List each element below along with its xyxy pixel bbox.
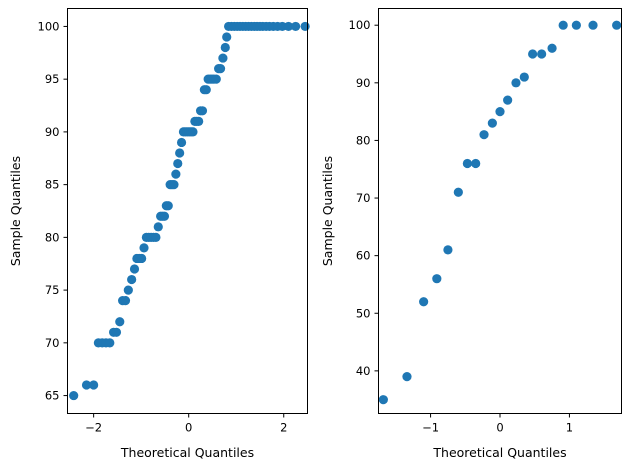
left-data-point-78 [283,21,294,32]
left-data-point-32 [169,180,179,190]
right-y-tick-label: 90 [356,76,371,90]
left-data-point-29 [163,201,173,211]
left-data-point-47 [197,106,208,116]
left-x-axis-label: Theoretical Quantiles [120,445,254,460]
left-data-point-80 [300,21,310,32]
left-data-point-36 [176,137,187,148]
left-data-point-45 [194,116,204,126]
right-y-tick-label: 40 [356,364,371,378]
left-data-point-56 [215,64,226,74]
right-data-point-20 [612,20,622,30]
left-data-point-54 [211,74,221,84]
left-data-point-42 [188,127,198,137]
left-data-point-35 [175,148,185,158]
right-qq-plot: −1 0 1 40 50 60 70 80 90 100 Theoretical Quantil… [320,8,622,460]
right-y-tick-label: 70 [356,191,371,205]
left-y-tick-label: 85 [45,178,60,192]
right-x-tick-label: 1 [566,421,573,435]
left-data-point-18 [139,243,149,253]
left-y-tick-label: 80 [45,230,60,244]
right-data-point-18 [571,20,581,30]
right-x-ticks: −1 0 1 [422,413,573,435]
left-data-point-11 [120,296,131,306]
right-data-point-12 [511,78,521,88]
left-y-tick-label: 75 [45,283,60,297]
left-y-axis-label: Sample Quantiles [8,156,23,266]
left-data-point-79 [291,21,301,32]
left-data-point-8 [111,327,122,337]
left-data-point-17 [137,253,147,264]
right-data-point-16 [547,43,557,53]
right-plot-frame [378,8,622,414]
left-y-tick-label: 90 [45,125,60,139]
left-data-point-0 [69,390,79,401]
right-data-point-15 [537,49,547,59]
left-x-ticks: −2 0 2 [85,413,287,435]
left-y-ticks: 65 70 75 80 85 90 95 100 [38,19,68,403]
right-data-point-10 [495,107,505,117]
right-data-point-1 [402,372,412,382]
left-y-tick-label: 95 [45,72,60,86]
right-data-point-5 [453,187,463,197]
left-data-point-59 [222,32,232,42]
left-data-point-23 [151,232,161,242]
right-points [378,20,622,405]
right-data-point-0 [378,395,388,405]
left-data-point-14 [129,264,140,274]
right-data-point-6 [462,158,472,169]
left-x-tick-label: 2 [280,421,287,435]
left-x-tick-label: 0 [185,421,192,435]
left-y-tick-label: 65 [45,389,60,403]
left-data-point-12 [123,285,133,295]
right-data-point-3 [432,274,442,284]
left-y-tick-label: 70 [45,336,60,350]
right-y-tick-label: 50 [356,306,371,320]
left-y-tick-label: 100 [38,19,60,33]
right-data-point-19 [588,20,598,30]
right-data-point-7 [471,158,481,169]
left-data-point-6 [105,338,115,348]
left-data-point-27 [159,211,170,221]
left-data-point-24 [153,222,163,232]
left-qq-plot: −2 0 2 65 70 75 80 85 90 95 100 Theoretical Quant… [8,8,310,460]
left-data-point-2 [89,380,99,390]
right-data-point-2 [419,297,429,307]
right-data-point-13 [519,72,529,82]
left-data-point-49 [201,85,211,95]
right-y-tick-label: 100 [349,18,371,32]
left-data-point-1 [81,380,92,390]
right-data-point-9 [487,118,497,128]
right-y-tick-label: 60 [356,249,371,263]
right-x-axis-label: Theoretical Quantiles [432,445,566,460]
left-data-point-13 [127,274,137,285]
left-x-tick-label: −2 [85,421,102,435]
left-data-point-34 [173,158,183,169]
right-y-ticks: 40 50 60 70 80 90 100 [349,18,379,378]
right-data-point-17 [558,20,568,30]
right-data-point-8 [479,130,489,140]
right-y-axis-label: Sample Quantiles [320,156,335,266]
right-data-point-4 [443,245,453,255]
left-data-point-57 [218,53,228,63]
right-data-point-14 [528,49,538,59]
right-y-tick-label: 80 [356,133,371,147]
left-points [69,21,310,401]
right-data-point-11 [503,95,513,105]
left-data-point-9 [115,317,125,327]
right-x-tick-label: 0 [496,421,503,435]
left-plot-frame [67,8,308,414]
left-data-point-58 [220,42,230,53]
left-data-point-33 [171,169,181,179]
right-x-tick-label: −1 [422,421,439,435]
